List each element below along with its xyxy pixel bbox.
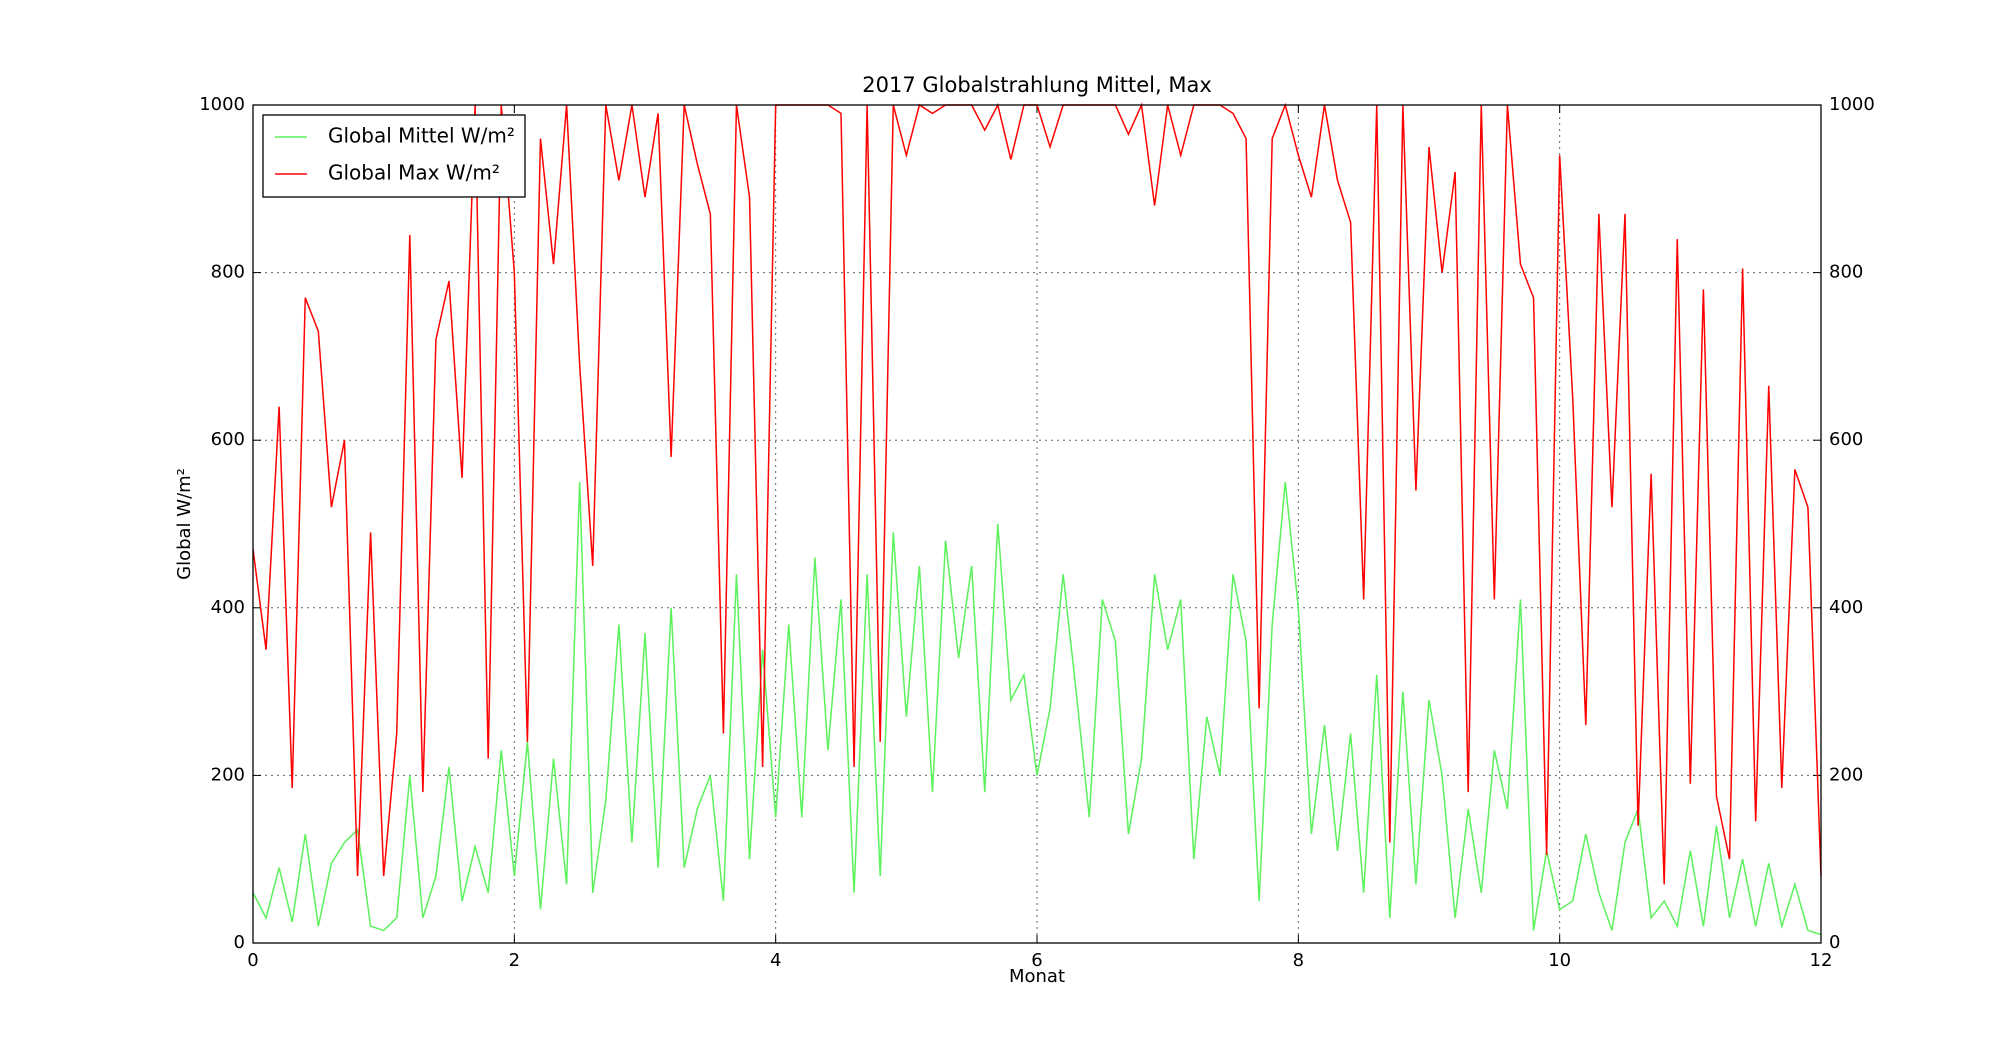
y2-tick-label: 0: [1829, 932, 1840, 953]
x-tick-label: 10: [1548, 950, 1571, 971]
x-tick-label: 0: [247, 950, 258, 971]
x-axis-label: Monat: [1009, 966, 1065, 987]
plot-frame: [252, 104, 1822, 944]
y2-tick-label: 200: [1829, 764, 1863, 785]
x-tick-label: 8: [1293, 950, 1304, 971]
y-tick-label: 1000: [199, 94, 245, 115]
legend-box: [262, 114, 526, 198]
y2-tick-label: 1000: [1829, 94, 1875, 115]
y2-tick-label: 600: [1829, 429, 1863, 450]
x-tick-label: 2: [509, 950, 520, 971]
y-axis-label: Global W/m²: [174, 468, 195, 580]
y-tick-label: 400: [211, 597, 245, 618]
chart-title: 2017 Globalstrahlung Mittel, Max: [862, 73, 1212, 97]
series-line: [252, 482, 1822, 936]
legend-label: Global Mittel W/m²: [328, 124, 515, 148]
x-tick-label: 12: [1810, 950, 1833, 971]
y2-tick-label: 800: [1829, 262, 1863, 283]
y-tick-label: 800: [211, 262, 245, 283]
y-tick-label: 0: [234, 932, 245, 953]
y-tick-label: 600: [211, 429, 245, 450]
x-tick-label: 4: [770, 950, 781, 971]
x-tick-label: 6: [1031, 950, 1042, 971]
legend-label: Global Max W/m²: [328, 161, 500, 185]
y2-tick-label: 400: [1829, 597, 1863, 618]
y-tick-label: 200: [211, 764, 245, 785]
